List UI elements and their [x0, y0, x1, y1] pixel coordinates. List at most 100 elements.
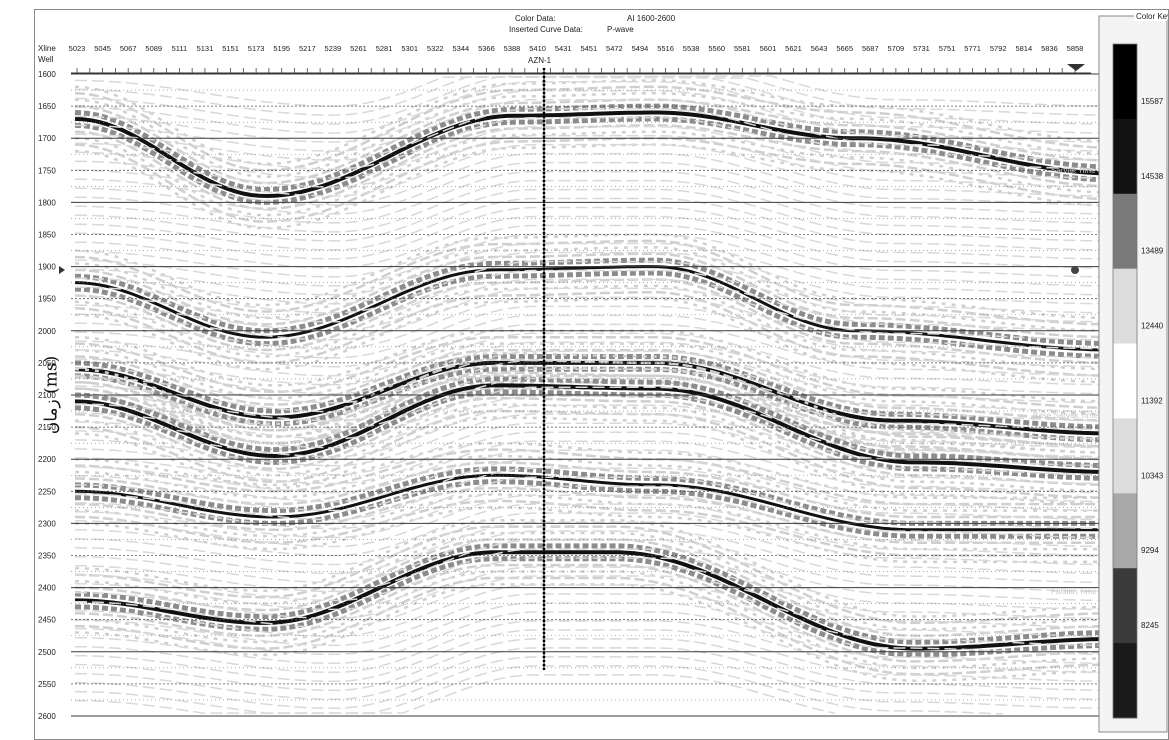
reflector-line: [74, 593, 1115, 647]
reflector-line: [74, 103, 1116, 192]
time-tick-label: 2450: [38, 616, 56, 625]
reflector-line: [74, 215, 1115, 269]
time-tick-label: 2100: [38, 391, 56, 400]
time-tick-label: 1900: [38, 263, 56, 272]
reflector-line: [74, 134, 1115, 188]
time-tick-label: 2000: [38, 327, 56, 336]
reflector-line: [75, 404, 1115, 458]
reflector-line: [75, 476, 1115, 530]
left-edge-marker-icon: [59, 266, 65, 274]
time-tick-label: 1600: [38, 70, 56, 79]
time-tick-label: 2350: [38, 552, 56, 561]
color-key-bar: [1112, 43, 1138, 719]
xline-axis-label: Xline: [38, 44, 56, 53]
reflector-line: [75, 386, 1116, 440]
color-key-swatch: [1113, 493, 1137, 569]
xline-tick-label: 5151: [222, 44, 239, 53]
reflector-line: [75, 611, 1116, 665]
reflector-line: [74, 296, 1115, 350]
reflector-line: [74, 75, 1115, 125]
reflector-line: [74, 403, 1115, 493]
reflector-line: [74, 368, 1115, 422]
xline-tick-label: 5410: [529, 44, 546, 53]
color-data-label: Color Data:: [515, 14, 555, 23]
reflector-line: [75, 395, 1115, 449]
reflector-line: [74, 116, 1116, 205]
color-key-label: 15587: [1141, 97, 1164, 106]
reflector-line: [75, 620, 1115, 674]
time-tick-label: 2500: [38, 648, 56, 657]
reflector-line: [75, 251, 1115, 305]
reflector-line: [74, 297, 1116, 384]
xline-tick-label: 5814: [1015, 44, 1032, 53]
xline-tick-label: 5045: [94, 44, 111, 53]
reflector-line: [74, 233, 1116, 320]
reflector-line: [74, 665, 1004, 715]
color-key-label: 14538: [1141, 172, 1164, 181]
time-tick-label: 1800: [38, 198, 56, 207]
time-tick-label: 2400: [38, 584, 56, 593]
time-tick-label: 2300: [38, 519, 56, 528]
reflector-line: [75, 152, 1116, 206]
reflector-line: [75, 98, 1115, 152]
xline-tick-label: 5089: [145, 44, 162, 53]
xline-tick-label: 5581: [734, 44, 751, 53]
xline-tick-label: 5751: [939, 44, 956, 53]
reflector-line: [74, 239, 1116, 326]
reflector-line: [74, 557, 1115, 611]
reflector-line: [74, 575, 1115, 629]
time-tick-label: 1750: [38, 166, 56, 175]
time-tick-label: 2150: [38, 423, 56, 432]
y-axis-title-text: زمان (ms): [41, 355, 61, 435]
reflector-line: [75, 548, 1115, 602]
reflector-line: [74, 374, 1116, 448]
xline-tick-label: 5173: [248, 44, 265, 53]
color-key-swatch: [1113, 268, 1137, 345]
color-key-panel: Color Key 15587 14538 13489 12440 11392 10343…: [1098, 11, 1168, 733]
xline-tick-label: 5281: [376, 44, 393, 53]
reflector-line: [74, 352, 1115, 442]
time-tick-label: 2600: [38, 712, 56, 721]
horizon-label-sarvak: Sarvak Time: [1051, 166, 1096, 175]
reflector-line: [74, 278, 1115, 365]
reflector-line: [74, 358, 1116, 448]
color-key-swatch: [1113, 118, 1137, 195]
top-axis-ticks: [76, 68, 1076, 73]
reflector-line: [74, 448, 1115, 506]
reflector-line: [75, 242, 1115, 296]
reflector-line: [75, 377, 1116, 431]
reflector-line: [74, 396, 1116, 487]
xline-tick-label: 5344: [453, 44, 470, 53]
reflector-line: [74, 656, 1115, 710]
time-tick-label: 1700: [38, 134, 56, 143]
time-tick-label: 2050: [38, 359, 56, 368]
time-tick-label: 1850: [38, 231, 56, 240]
well-name-label: AZN-1: [528, 56, 552, 65]
reflector-line: [74, 389, 1116, 481]
xline-tick-label: 5731: [913, 44, 930, 53]
right-edge-dot-icon: [1071, 266, 1079, 274]
reflector-line: [74, 332, 1115, 386]
reflector-line: [74, 92, 1116, 178]
horizon-label-base-sarvak: Base Sarvak Time: [1033, 411, 1098, 420]
xline-tick-label: 5665: [836, 44, 853, 53]
reflector-line: [74, 525, 1115, 625]
reflector-line: [74, 409, 1115, 499]
well-axis-label: Well: [38, 55, 54, 64]
reflector-line: [75, 170, 1115, 224]
reflector-line: [74, 110, 1116, 198]
reflector-line: [74, 422, 1115, 476]
reflector-line: [74, 350, 1115, 404]
reflector-line: [74, 287, 1115, 341]
reflector-line: [74, 335, 1115, 410]
reflector-line: [74, 143, 1116, 230]
reflector-line: [74, 461, 1115, 519]
xline-tick-label: 5687: [862, 44, 879, 53]
xline-tick-label: 5067: [120, 44, 137, 53]
xline-tick-labels: 5023 5045 5067 5089 5111 5131 5151 5173 5195 5217…: [69, 44, 1084, 53]
reflector-line: [74, 494, 1115, 548]
color-key-label: 9294: [1141, 546, 1159, 555]
reflector-line: [74, 348, 1116, 422]
xline-tick-label: 5643: [811, 44, 828, 53]
reflector-line: [74, 143, 1115, 197]
